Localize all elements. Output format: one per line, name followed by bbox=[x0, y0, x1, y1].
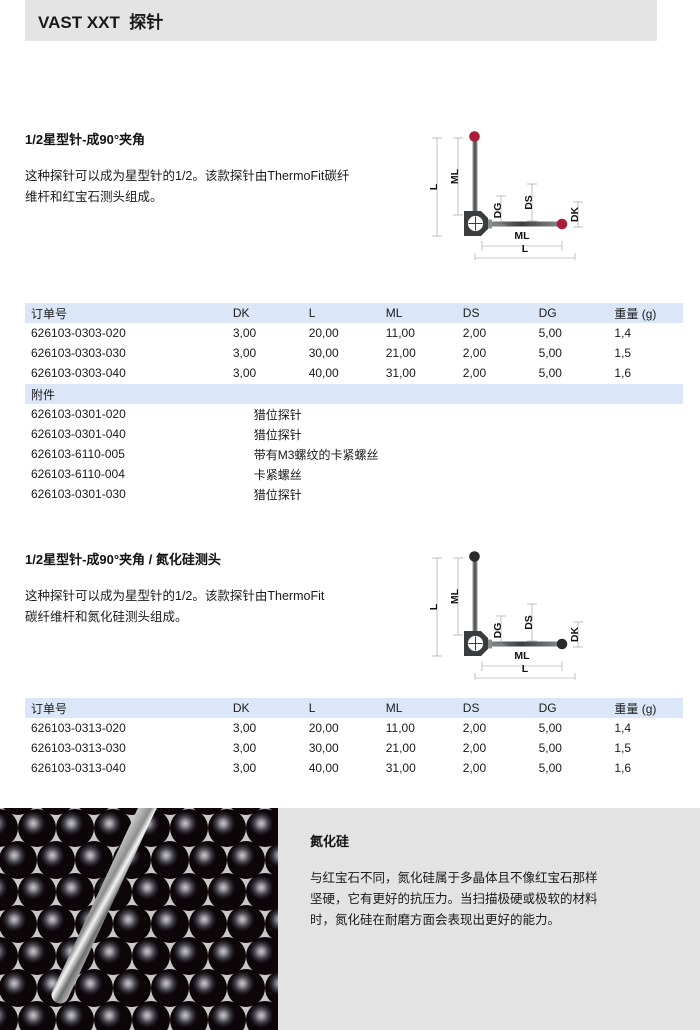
svg-text:L: L bbox=[428, 603, 440, 610]
svg-text:ML: ML bbox=[449, 168, 461, 184]
svg-text:DK: DK bbox=[569, 627, 581, 643]
svg-text:DS: DS bbox=[523, 615, 535, 630]
svg-text:L: L bbox=[522, 663, 529, 675]
svg-text:DS: DS bbox=[523, 195, 535, 210]
svg-text:ML: ML bbox=[514, 650, 530, 662]
svg-text:DG: DG bbox=[492, 203, 504, 219]
svg-text:L: L bbox=[428, 183, 440, 190]
svg-text:DG: DG bbox=[492, 623, 504, 639]
svg-text:DK: DK bbox=[569, 207, 581, 223]
svg-text:ML: ML bbox=[514, 230, 530, 242]
svg-text:ML: ML bbox=[449, 588, 461, 604]
svg-text:L: L bbox=[522, 243, 529, 255]
